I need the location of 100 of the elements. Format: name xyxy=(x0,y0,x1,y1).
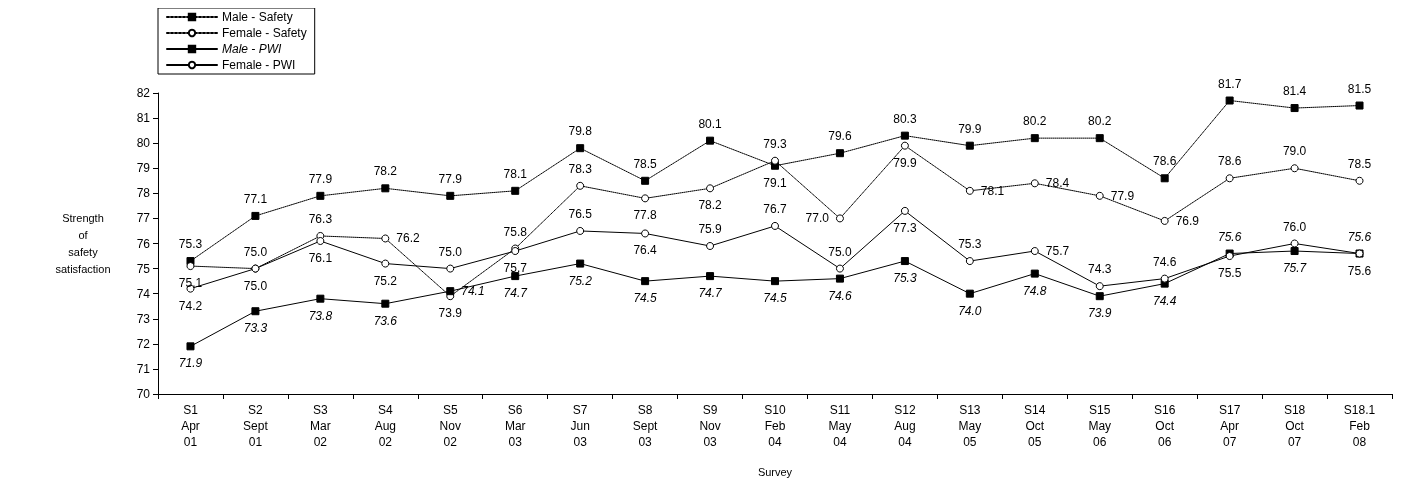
x-tick-label: S4 Aug 02 xyxy=(374,403,396,449)
y-tick-label: 71 xyxy=(136,361,151,376)
data-label: 76.3 xyxy=(308,211,333,226)
x-tick-label: S10 Feb 04 xyxy=(764,403,786,449)
y-tick-label: 81 xyxy=(136,111,151,126)
data-label: 79.9 xyxy=(958,121,982,136)
data-label: 77.0 xyxy=(805,211,830,226)
y-tick-label: 70 xyxy=(136,387,151,401)
data-label: 76.1 xyxy=(308,250,333,265)
y-tick-label: 73 xyxy=(136,311,151,326)
data-label: 79.8 xyxy=(568,124,593,139)
data-label: 74.4 xyxy=(1153,293,1177,308)
x-tick-label: S15 May 06 xyxy=(1088,403,1112,449)
data-label: 75.3 xyxy=(958,237,982,252)
data-label: 77.9 xyxy=(308,171,333,186)
data-label: 80.1 xyxy=(698,116,723,131)
y-tick-label: 77 xyxy=(136,211,151,226)
legend-label: Male - PWI xyxy=(222,42,282,56)
data-label: 80.2 xyxy=(1088,114,1112,129)
data-label: 75.6 xyxy=(1217,229,1242,244)
data-label: 78.6 xyxy=(1217,154,1242,169)
data-label: 78.5 xyxy=(633,156,658,171)
data-label: 74.3 xyxy=(1088,262,1112,277)
data-label: 73.9 xyxy=(1088,306,1112,321)
x-tick-label: S3 Mar 02 xyxy=(310,403,331,449)
data-label: 73.6 xyxy=(373,313,398,328)
data-label: 75.2 xyxy=(568,273,593,288)
data-label: 78.2 xyxy=(698,198,723,213)
data-label: 75.0 xyxy=(828,244,852,259)
x-tick-label: S1 Apr 01 xyxy=(181,403,200,449)
data-label: 78.2 xyxy=(373,164,398,179)
x-tick-label: S17 Apr 07 xyxy=(1218,403,1241,449)
data-label: 77.9 xyxy=(1110,188,1135,203)
data-label: 81.4 xyxy=(1282,84,1307,99)
data-label: 76.7 xyxy=(763,201,787,216)
y-tick-label: 78 xyxy=(136,186,151,201)
data-label: 74.6 xyxy=(1153,254,1177,269)
x-tick-label: S12 Aug 04 xyxy=(894,403,916,449)
data-label: 75.0 xyxy=(243,278,268,293)
data-label: 74.5 xyxy=(633,291,658,306)
data-label: 75.5 xyxy=(1217,266,1242,281)
y-tick-label: 72 xyxy=(136,336,151,351)
x-tick-label: S18.1 Feb 08 xyxy=(1343,403,1376,449)
data-label: 77.9 xyxy=(438,171,463,186)
data-label: 74.8 xyxy=(1023,283,1047,298)
data-label: 74.6 xyxy=(828,288,852,303)
data-label: 75.6 xyxy=(1347,229,1372,244)
data-label: 77.1 xyxy=(243,191,268,206)
data-label: 75.6 xyxy=(1347,263,1372,278)
x-tick-label: S7 Jun 03 xyxy=(570,403,590,449)
y-tick-label: 74 xyxy=(136,286,151,301)
data-label: 80.3 xyxy=(893,111,917,126)
x-tick-label: S6 Mar 03 xyxy=(504,403,526,449)
y-axis-title: Strength of safety satisfaction xyxy=(55,212,111,275)
data-label: 77.8 xyxy=(633,208,658,223)
data-label: 76.5 xyxy=(568,206,593,221)
data-label: 75.2 xyxy=(373,273,398,288)
data-label: 75.0 xyxy=(438,244,463,259)
legend-label: Female - PWI xyxy=(222,58,296,72)
data-label: 77.3 xyxy=(893,220,917,235)
data-label: 79.3 xyxy=(763,136,787,151)
data-label: 79.6 xyxy=(828,129,852,144)
data-label: 75.1 xyxy=(178,276,203,291)
data-label: 75.7 xyxy=(1282,261,1308,276)
data-label: 78.5 xyxy=(1347,156,1372,171)
data-label: 80.2 xyxy=(1023,114,1047,129)
data-label: 74.5 xyxy=(763,291,787,306)
x-tick-label: S18 Oct 07 xyxy=(1283,403,1306,449)
x-tick-label: S2 Sept 01 xyxy=(243,403,269,449)
data-label: 73.3 xyxy=(243,321,268,336)
x-axis-title: Survey xyxy=(757,465,793,478)
x-tick-label: S11 May 04 xyxy=(828,403,852,449)
data-label: 81.7 xyxy=(1217,76,1242,91)
data-label: 75.9 xyxy=(698,222,723,237)
data-label: 76.0 xyxy=(1282,219,1307,234)
data-label: 75.3 xyxy=(178,237,203,252)
data-label: 79.9 xyxy=(893,155,917,170)
x-tick-label: S13 May 05 xyxy=(958,403,982,449)
x-tick-label: S16 Oct 06 xyxy=(1154,403,1176,449)
data-label: 74.7 xyxy=(698,286,724,301)
data-label: 73.8 xyxy=(308,308,333,323)
data-label: 76.2 xyxy=(396,231,420,246)
y-tick-label: 80 xyxy=(136,136,151,151)
data-label: 74.0 xyxy=(958,303,982,318)
data-label: 75.7 xyxy=(503,261,528,276)
data-label: 75.8 xyxy=(503,224,528,239)
x-tick-label: S8 Sept 03 xyxy=(632,403,659,449)
data-label: 78.3 xyxy=(568,161,593,176)
data-label: 75.0 xyxy=(243,244,268,259)
data-label: 78.1 xyxy=(980,183,1005,198)
data-label: 78.6 xyxy=(1153,154,1177,169)
data-label: 81.5 xyxy=(1347,81,1372,96)
data-label: 74.1 xyxy=(461,284,485,299)
y-tick-label: 79 xyxy=(136,161,151,176)
legend-label: Male - Safety xyxy=(222,10,293,24)
data-label: 78.4 xyxy=(1045,176,1070,191)
y-tick-label: 76 xyxy=(136,236,151,251)
y-tick-label: 75 xyxy=(136,261,151,276)
data-label: 76.4 xyxy=(633,243,658,258)
legend-label: Female - Safety xyxy=(222,26,307,40)
